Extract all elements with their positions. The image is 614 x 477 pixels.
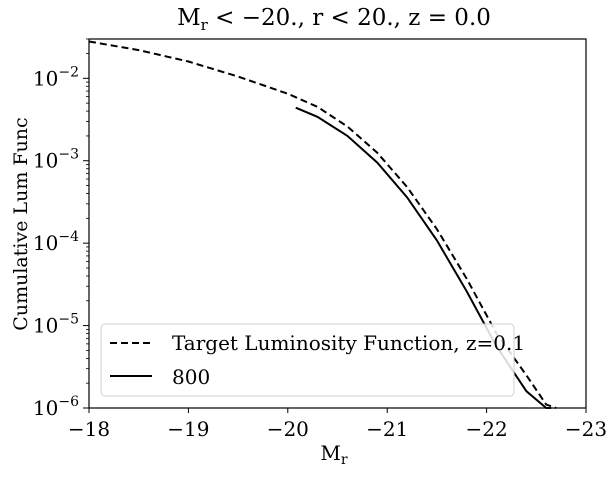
x-tick-label: −20 [267, 417, 309, 441]
series-line-sample [295, 106, 552, 409]
series-line-target [88, 40, 557, 409]
x-tick-label: −23 [565, 417, 607, 441]
y-tick-label: 10−4 [33, 229, 79, 255]
x-tick-label: −21 [366, 417, 408, 441]
plot-frame [88, 38, 587, 409]
x-tick-label: −22 [465, 417, 507, 441]
y-tick-label: 10−6 [33, 394, 79, 420]
x-tick-label: −18 [68, 417, 110, 441]
y-tick-label: 10−2 [33, 64, 79, 90]
legend-box [100, 323, 515, 397]
legend-label-800: 800 [172, 365, 210, 389]
legend-label-target: Target Luminosity Function, z=0.1 [172, 331, 525, 355]
x-axis: −18 −19 −20 −21 −22 −23 [68, 408, 607, 441]
series-layer [88, 40, 557, 409]
x-axis-label: Mr [320, 441, 347, 468]
y-tick-label: 10−5 [33, 312, 79, 338]
x-tick-label: −19 [167, 417, 209, 441]
y-axis-label: Cumulative Lum Func [10, 117, 32, 330]
chart-title: Mr < −20., r < 20., z = 0.0 [177, 5, 491, 34]
y-tick-label: 10−3 [33, 147, 79, 173]
y-axis: 10−6 10−5 10−4 10−3 10−2 [33, 38, 89, 420]
legend: Target Luminosity Function, z=0.1 800 [100, 323, 525, 397]
